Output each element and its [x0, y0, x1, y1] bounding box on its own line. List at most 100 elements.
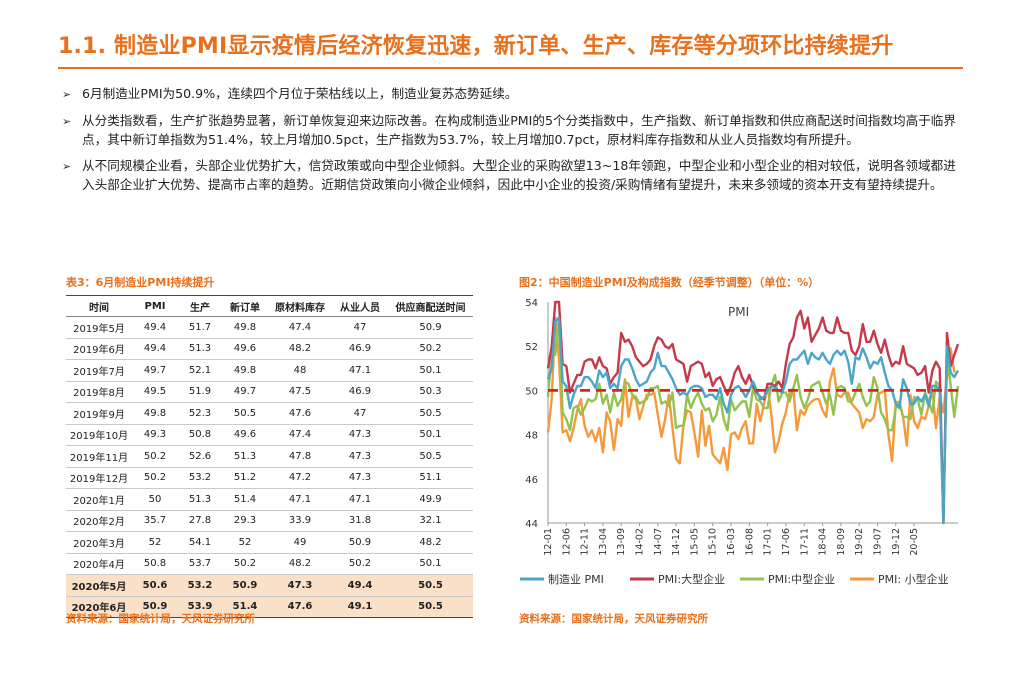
table-row: 2020年2月 35.7 27.8 29.3 33.9 31.8 32.1 — [66, 510, 473, 532]
x-tick-label: 15-05 — [689, 528, 700, 556]
table-row: 2019年10月 49.3 50.8 49.6 47.4 47.3 50.1 — [66, 424, 473, 446]
table-row: 2019年5月 49.4 51.7 49.8 47.4 47 50.9 — [66, 316, 473, 339]
table-cell: 50.9 — [222, 574, 268, 597]
table-cell: 2020年3月 — [66, 531, 132, 554]
column-header: 生产 — [178, 295, 222, 317]
column-header: PMI — [132, 295, 178, 317]
x-tick-label: 17-06 — [781, 528, 792, 556]
table-cell: 47.6 — [268, 402, 332, 425]
table-cell: 49.8 — [222, 316, 268, 339]
table-cell: 48.2 — [268, 338, 332, 360]
table-cell: 49.4 — [332, 574, 388, 597]
table-cell: 47.4 — [268, 316, 332, 339]
table-row: 2019年9月 49.8 52.3 50.5 47.6 47 50.5 — [66, 402, 473, 425]
x-tick-label: 18-04 — [818, 528, 829, 556]
chart-caption: 图2：中国制造业PMI及构成指数（经季节调整）（单位：%） — [519, 276, 820, 289]
table-source-note: 资料来源：国家统计局，天风证券研究所 — [66, 613, 255, 625]
bullet-text: 从分类指数看，生产扩张趋势显著，新订单恢复迎来边际改善。在构成制造业PMI的5个… — [82, 112, 956, 148]
table-cell: 50.2 — [388, 338, 473, 360]
y-tick-label: 50 — [525, 386, 538, 397]
table-cell: 2019年5月 — [66, 316, 132, 339]
chart-annotation: PMI — [728, 305, 749, 319]
table-cell: 32.1 — [388, 510, 473, 532]
table-cell: 47.6 — [268, 596, 332, 618]
legend-label: 制造业 PMI — [548, 572, 604, 586]
y-tick-label: 54 — [525, 298, 538, 309]
table-cell: 50.9 — [332, 531, 388, 554]
series-line-0 — [546, 316, 960, 525]
table-cell: 51.7 — [178, 316, 222, 339]
x-tick-label: 14-12 — [671, 528, 682, 556]
table-cell: 47 — [332, 402, 388, 425]
table-row: 2019年8月 49.5 51.9 49.7 47.5 46.9 50.3 — [66, 381, 473, 403]
legend-label: PMI: 小型企业 — [878, 572, 949, 586]
table-cell: 51.4 — [222, 488, 268, 511]
table-cell: 2019年6月 — [66, 338, 132, 360]
series-line-3 — [546, 316, 956, 472]
x-tick-label: 19-07 — [872, 528, 883, 556]
table-cell: 52 — [222, 531, 268, 554]
table-cell: 47.1 — [268, 488, 332, 511]
bullet-item: ➢ 6月制造业PMI为50.9%，连续四个月位于荣枯线以上，制造业复苏态势延续。 — [62, 84, 962, 105]
table-cell: 53.2 — [178, 467, 222, 489]
table-cell: 47.3 — [332, 467, 388, 489]
table-cell: 47.5 — [268, 381, 332, 403]
table-cell: 51.3 — [178, 338, 222, 360]
table-cell: 52.6 — [178, 445, 222, 468]
table-cell: 51.2 — [222, 467, 268, 489]
table-cell: 2019年11月 — [66, 445, 132, 468]
table-cell: 50.5 — [222, 402, 268, 425]
x-tick-label: 12-11 — [580, 528, 591, 556]
table-cell: 50.6 — [132, 574, 178, 597]
table-cell: 47.1 — [332, 488, 388, 511]
table-cell: 47.3 — [332, 424, 388, 446]
table-cell: 48.2 — [268, 553, 332, 575]
x-tick-label: 14-07 — [653, 528, 664, 556]
table-cell: 50.5 — [388, 596, 473, 618]
arrow-bullet-icon: ➢ — [62, 88, 72, 101]
table-cell: 51.4 — [222, 596, 268, 618]
chart-source-note: 资料来源：国家统计局，天风证券研究所 — [519, 613, 708, 625]
table-cell: 50.8 — [132, 553, 178, 575]
table-cell: 51.3 — [178, 488, 222, 511]
table-cell: 49.4 — [132, 316, 178, 339]
table-cell: 49 — [268, 531, 332, 554]
table-cell: 50.9 — [132, 596, 178, 618]
table-cell: 50 — [132, 488, 178, 511]
table-cell: 50.8 — [178, 424, 222, 446]
table-cell: 47.2 — [268, 467, 332, 489]
table-cell: 35.7 — [132, 510, 178, 532]
table-cell: 50.5 — [388, 574, 473, 597]
table-cell: 2019年9月 — [66, 402, 132, 425]
table-cell: 2020年5月 — [66, 574, 132, 597]
table-cell: 2019年10月 — [66, 424, 132, 446]
table-cell: 50.5 — [388, 402, 473, 425]
table-cell: 49.8 — [222, 359, 268, 382]
column-header: 供应商配送时间 — [388, 295, 473, 317]
table-cell: 49.7 — [132, 359, 178, 382]
x-tick-label: 20-05 — [909, 528, 920, 556]
table-cell: 50.2 — [132, 467, 178, 489]
table-cell: 50.9 — [388, 316, 473, 339]
table-cell: 53.7 — [178, 553, 222, 575]
table-row: 2019年11月 50.2 52.6 51.3 47.8 47.3 50.5 — [66, 445, 473, 468]
table-cell: 49.5 — [132, 381, 178, 403]
table-cell: 50.2 — [222, 553, 268, 575]
bullet-list: ➢ 6月制造业PMI为50.9%，连续四个月位于荣枯线以上，制造业复苏态势延续。… — [62, 84, 962, 201]
table-cell: 50.1 — [388, 553, 473, 575]
y-tick-label: 52 — [525, 342, 538, 353]
table-row: 2020年5月 50.6 53.2 50.9 47.3 49.4 50.5 — [66, 574, 473, 597]
table-cell: 31.8 — [332, 510, 388, 532]
x-tick-label: 16-03 — [726, 528, 737, 556]
table-row: 2019年6月 49.4 51.3 49.6 48.2 46.9 50.2 — [66, 338, 473, 360]
column-header: 时间 — [66, 295, 132, 317]
y-tick-label: 46 — [525, 475, 538, 486]
table-cell: 50.1 — [388, 359, 473, 382]
table-cell: 2020年2月 — [66, 510, 132, 532]
table-header-row: 时间 PMI 生产 新订单 原材料库存 从业人员 供应商配送时间 — [66, 295, 473, 317]
bullet-text: 从不同规模企业看，头部企业优势扩大，信贷政策或向中型企业倾斜。大型企业的采购欲望… — [82, 157, 956, 193]
table-cell: 47.3 — [268, 574, 332, 597]
column-header: 从业人员 — [332, 295, 388, 317]
x-tick-label: 17-01 — [763, 528, 774, 556]
column-header: 原材料库存 — [268, 295, 332, 317]
